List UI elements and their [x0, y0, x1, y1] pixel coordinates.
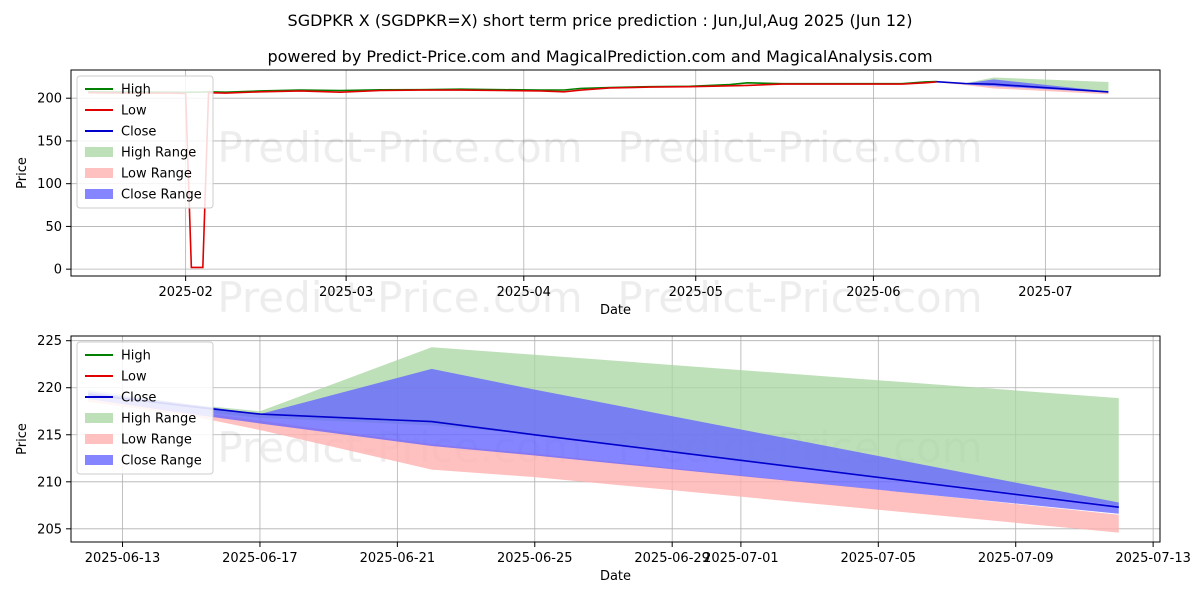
x-axis-title: Date — [600, 569, 631, 584]
legend-swatch-patch — [85, 168, 113, 178]
x-tick-label: 2025-07 — [1018, 285, 1072, 300]
y-tick-label: 0 — [54, 263, 62, 278]
history-panel: 2025-02 2025-03 2025-04 2025-05 2025-06 2025-… — [15, 69, 1161, 322]
x-tick-label: 2025-07-09 — [978, 551, 1054, 566]
legend-swatch-patch — [85, 189, 113, 199]
x-tick-label: 2025-06-13 — [85, 551, 161, 566]
legend-label: Close Range — [121, 454, 202, 469]
x-tick-label: 2025-03 — [319, 285, 373, 300]
y-axis-title: Price — [15, 423, 30, 455]
plot-area — [88, 77, 1109, 269]
chart-title: SGDPKR X (SGDPKR=X) short term price pre… — [288, 11, 913, 30]
legend-swatch-patch — [85, 413, 113, 423]
legend: High Low Close High Range Low Range Close Ran… — [76, 341, 214, 475]
x-tick-label: 2025-04 — [497, 285, 551, 300]
legend-swatch-patch — [85, 455, 113, 465]
legend-label: High — [121, 83, 151, 98]
y-axis-title: Price — [15, 157, 30, 189]
x-tick-label: 2025-02 — [158, 285, 212, 300]
legend-label: Low — [121, 104, 147, 119]
legend-label: Close Range — [121, 188, 202, 203]
y-tick-label: 225 — [37, 334, 62, 349]
legend-label: Close — [121, 125, 156, 140]
legend-label: Low Range — [121, 433, 192, 448]
x-tick-label: 2025-07-01 — [703, 551, 779, 566]
low-range-band — [936, 81, 1109, 95]
y-tick-label: 50 — [45, 220, 62, 235]
x-tick-label: 2025-07-13 — [1115, 551, 1191, 566]
x-tick-label: 2025-06-21 — [360, 551, 436, 566]
plot-area — [88, 347, 1119, 533]
legend-swatch-patch — [85, 434, 113, 444]
x-axis-title: Date — [600, 303, 631, 318]
x-tick-label: 2025-06-25 — [497, 551, 573, 566]
low-range-band — [88, 397, 1119, 533]
low-series-line — [88, 81, 937, 269]
plot-frame — [70, 69, 1161, 277]
y-tick-label: 220 — [37, 381, 62, 396]
x-tick-label: 2025-05 — [669, 285, 723, 300]
x-tick-label: 2025-06-29 — [634, 551, 710, 566]
watermark-text: Predict-Price.com — [217, 273, 582, 322]
legend-swatch-patch — [85, 147, 113, 157]
y-tick-label: 100 — [37, 177, 62, 192]
legend-label: Low — [121, 370, 147, 385]
watermark-text: Predict-Price.com — [217, 123, 582, 172]
watermark-text: Predict-Price.com — [617, 273, 982, 322]
close-range-band — [88, 368, 1119, 514]
legend-label: High — [121, 349, 151, 364]
forecast-zoom-panel: 2025-06-13 2025-06-17 2025-06-21 2025-06-25… — [15, 334, 1191, 584]
x-tick-label: 2025-06 — [846, 285, 900, 300]
x-tick-label: 2025-06-17 — [222, 551, 298, 566]
close-forecast-line — [936, 80, 1109, 93]
watermark-text: Predict-Price.com — [617, 123, 982, 172]
legend-label: High Range — [121, 412, 196, 427]
y-tick-label: 200 — [37, 92, 62, 107]
chart-subtitle: powered by Predict-Price.com and Magical… — [267, 47, 932, 66]
legend: High Low Close High Range Low Range Close Ran… — [76, 75, 214, 209]
y-tick-label: 205 — [37, 522, 62, 537]
y-tick-label: 150 — [37, 134, 62, 149]
plot-frame — [70, 335, 1161, 543]
legend-label: Low Range — [121, 167, 192, 182]
legend-label: High Range — [121, 146, 196, 161]
legend-label: Close — [121, 391, 156, 406]
y-tick-label: 215 — [37, 428, 62, 443]
y-tick-label: 210 — [37, 475, 62, 490]
x-tick-label: 2025-07-05 — [841, 551, 917, 566]
